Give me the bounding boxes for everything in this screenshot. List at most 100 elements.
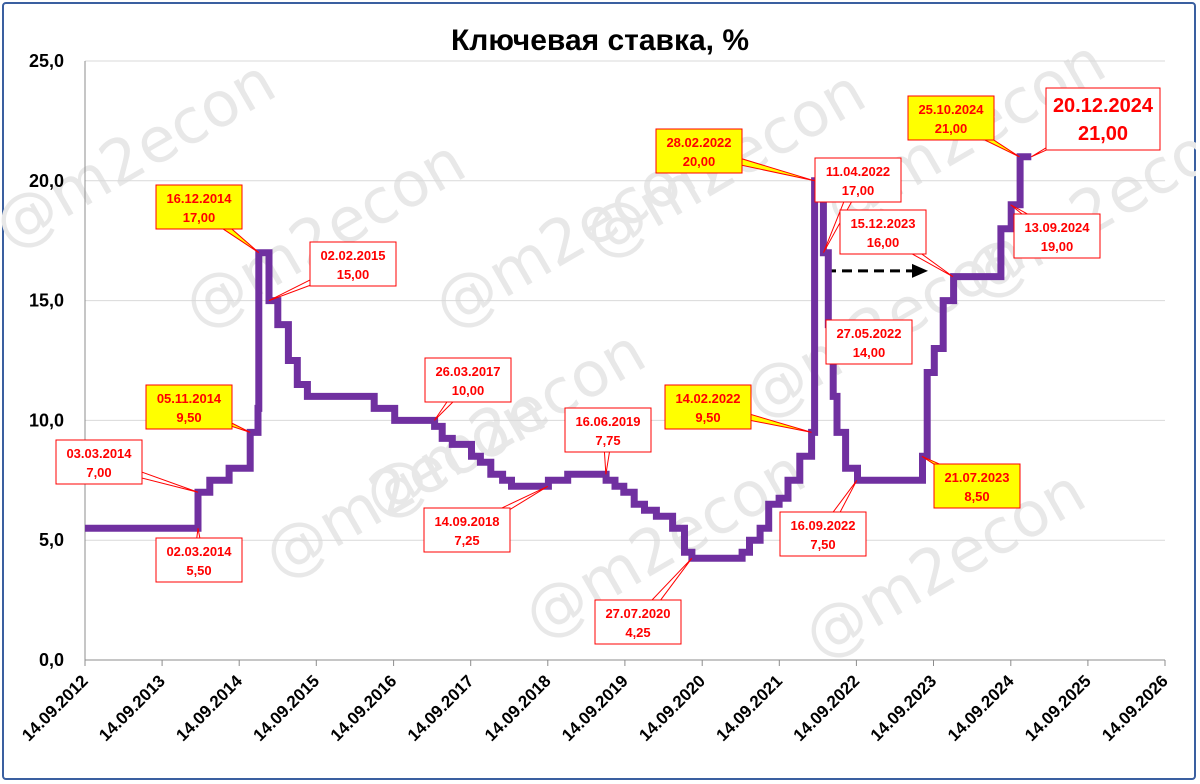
callout-date: 13.09.2024 [1024, 220, 1090, 235]
callout-value: 17,00 [183, 210, 216, 225]
callout-box [423, 507, 511, 553]
callout-date: 14.09.2018 [434, 514, 499, 529]
callout-date: 20.12.2024 [1053, 95, 1154, 117]
x-tick-label: 14.09.2023 [867, 671, 941, 745]
callout-date: 05.11.2014 [157, 391, 222, 406]
annotation-callout: 16.06.2019 7,75 [564, 407, 652, 475]
annotation-callout: 16.12.2014 17,00 [155, 184, 260, 254]
y-tick-label: 0,0 [39, 650, 64, 670]
y-tick-label: 25,0 [29, 51, 64, 71]
callout-box [155, 184, 243, 230]
x-tick-label: 14.09.2016 [327, 671, 401, 745]
callout-date: 28.02.2022 [666, 135, 731, 150]
callout-date: 16.12.2014 [166, 191, 232, 206]
callout-date: 11.04.2022 [826, 164, 890, 179]
callout-date: 16.09.2022 [790, 518, 855, 533]
annotation-callout: 02.02.2015 15,00 [268, 241, 397, 302]
x-tick-label: 14.09.2018 [481, 671, 555, 745]
callout-value: 7,50 [810, 537, 835, 552]
x-axis: 14.09.2012 14.09.2013 14.09.2014 14.09.2015… [18, 660, 1172, 745]
x-tick-label: 14.09.2020 [635, 671, 709, 745]
callout-date: 14.02.2022 [675, 391, 740, 406]
callout-box [155, 537, 243, 583]
callout-value: 16,00 [867, 235, 900, 250]
annotation-callout: 21.07.2023 8,50 [921, 455, 1021, 509]
chart-title: Ключевая ставка, % [451, 24, 749, 57]
callout-date: 02.02.2015 [320, 248, 385, 263]
callout-value: 7,75 [595, 433, 620, 448]
callout-date: 15.12.2023 [850, 216, 915, 231]
series-line [85, 153, 1032, 562]
y-tick-label: 15,0 [29, 291, 64, 311]
watermark-text: @m2econ [0, 44, 287, 263]
callout-date: 03.03.2014 [66, 446, 132, 461]
x-tick-label: 14.09.2015 [250, 671, 324, 745]
annotation-callout: 16.09.2022 7,50 [779, 480, 867, 557]
annotation-callout: 27.07.2020 4,25 [594, 557, 693, 645]
arrow-head [912, 263, 928, 278]
callout-value: 8,50 [964, 489, 989, 504]
annotation-callout: 28.02.2022 20,00 [655, 128, 815, 182]
x-tick-label: 14.09.2025 [1021, 671, 1095, 745]
callout-value: 9,50 [176, 410, 201, 425]
callout-value: 4,25 [625, 625, 650, 640]
dashed-arrow [826, 263, 928, 278]
callout-box [594, 599, 682, 645]
callout-box [664, 384, 752, 430]
x-tick-label: 14.09.2019 [558, 671, 632, 745]
callout-value: 9,50 [695, 410, 720, 425]
callout-date: 16.06.2019 [575, 414, 640, 429]
x-tick-label: 14.09.2022 [790, 671, 864, 745]
callout-value: 17,00 [842, 183, 875, 198]
callout-date: 02.03.2014 [166, 544, 232, 559]
y-axis: 0,0 5,0 10,0 15,0 20,0 25,0 [29, 51, 64, 670]
callout-value: 7,25 [454, 533, 479, 548]
callout-box [907, 95, 995, 141]
x-tick-label: 14.09.2017 [404, 671, 478, 745]
callout-date: 26.03.2017 [435, 364, 500, 379]
x-tick-label: 14.09.2014 [172, 671, 246, 745]
x-tick-label: 14.09.2021 [713, 671, 787, 745]
annotation-callout: 14.02.2022 9,50 [664, 384, 812, 433]
callout-box [933, 463, 1021, 509]
series-layer [85, 153, 1032, 562]
annotation-callout: 26.03.2017 10,00 [424, 357, 512, 421]
callout-date: 21.07.2023 [944, 470, 1009, 485]
callout-value: 10,00 [452, 383, 485, 398]
annotation-callout: 15.12.2023 16,00 [839, 209, 954, 278]
callout-box [1013, 213, 1101, 259]
x-tick-label: 14.09.2026 [1098, 671, 1172, 745]
callout-value: 20,00 [683, 154, 716, 169]
annotation-callout: 27.05.2022 14,00 [825, 319, 913, 365]
callout-box [424, 357, 512, 403]
callout-date: 27.07.2020 [605, 606, 670, 621]
annotation-callout: 02.03.2014 5,50 [155, 528, 243, 583]
annotations-layer: 03.03.2014 7,00 02.03.2014 5,50 05.11.2014 9,… [55, 87, 1161, 645]
y-tick-label: 10,0 [29, 410, 64, 430]
watermark-text: @m2econ [171, 124, 477, 343]
callout-value: 14,00 [853, 345, 886, 360]
callout-value: 15,00 [337, 267, 370, 282]
callout-value: 21,00 [935, 121, 968, 136]
callout-box [779, 511, 867, 557]
callout-value: 5,50 [186, 563, 211, 578]
callout-value: 19,00 [1041, 239, 1074, 254]
annotation-callout: 20.12.2024 21,00 [1031, 87, 1161, 158]
callout-box [564, 407, 652, 453]
x-tick-label: 14.09.2012 [18, 671, 92, 745]
callout-box [655, 128, 743, 174]
annotation-callout: 03.03.2014 7,00 [55, 439, 199, 493]
callout-box [145, 384, 233, 430]
x-tick-label: 14.09.2013 [95, 671, 169, 745]
callout-box [1045, 87, 1161, 151]
annotation-callout: 13.09.2024 19,00 [1010, 204, 1101, 259]
x-tick-label: 14.09.2024 [944, 671, 1018, 745]
callout-date: 25.10.2024 [918, 102, 984, 117]
callout-value: 7,00 [86, 465, 111, 480]
y-tick-label: 20,0 [29, 171, 64, 191]
callout-box [55, 439, 143, 485]
callout-date: 27.05.2022 [836, 326, 901, 341]
callout-box [825, 319, 913, 365]
annotation-callout: 14.09.2018 7,25 [423, 485, 549, 553]
